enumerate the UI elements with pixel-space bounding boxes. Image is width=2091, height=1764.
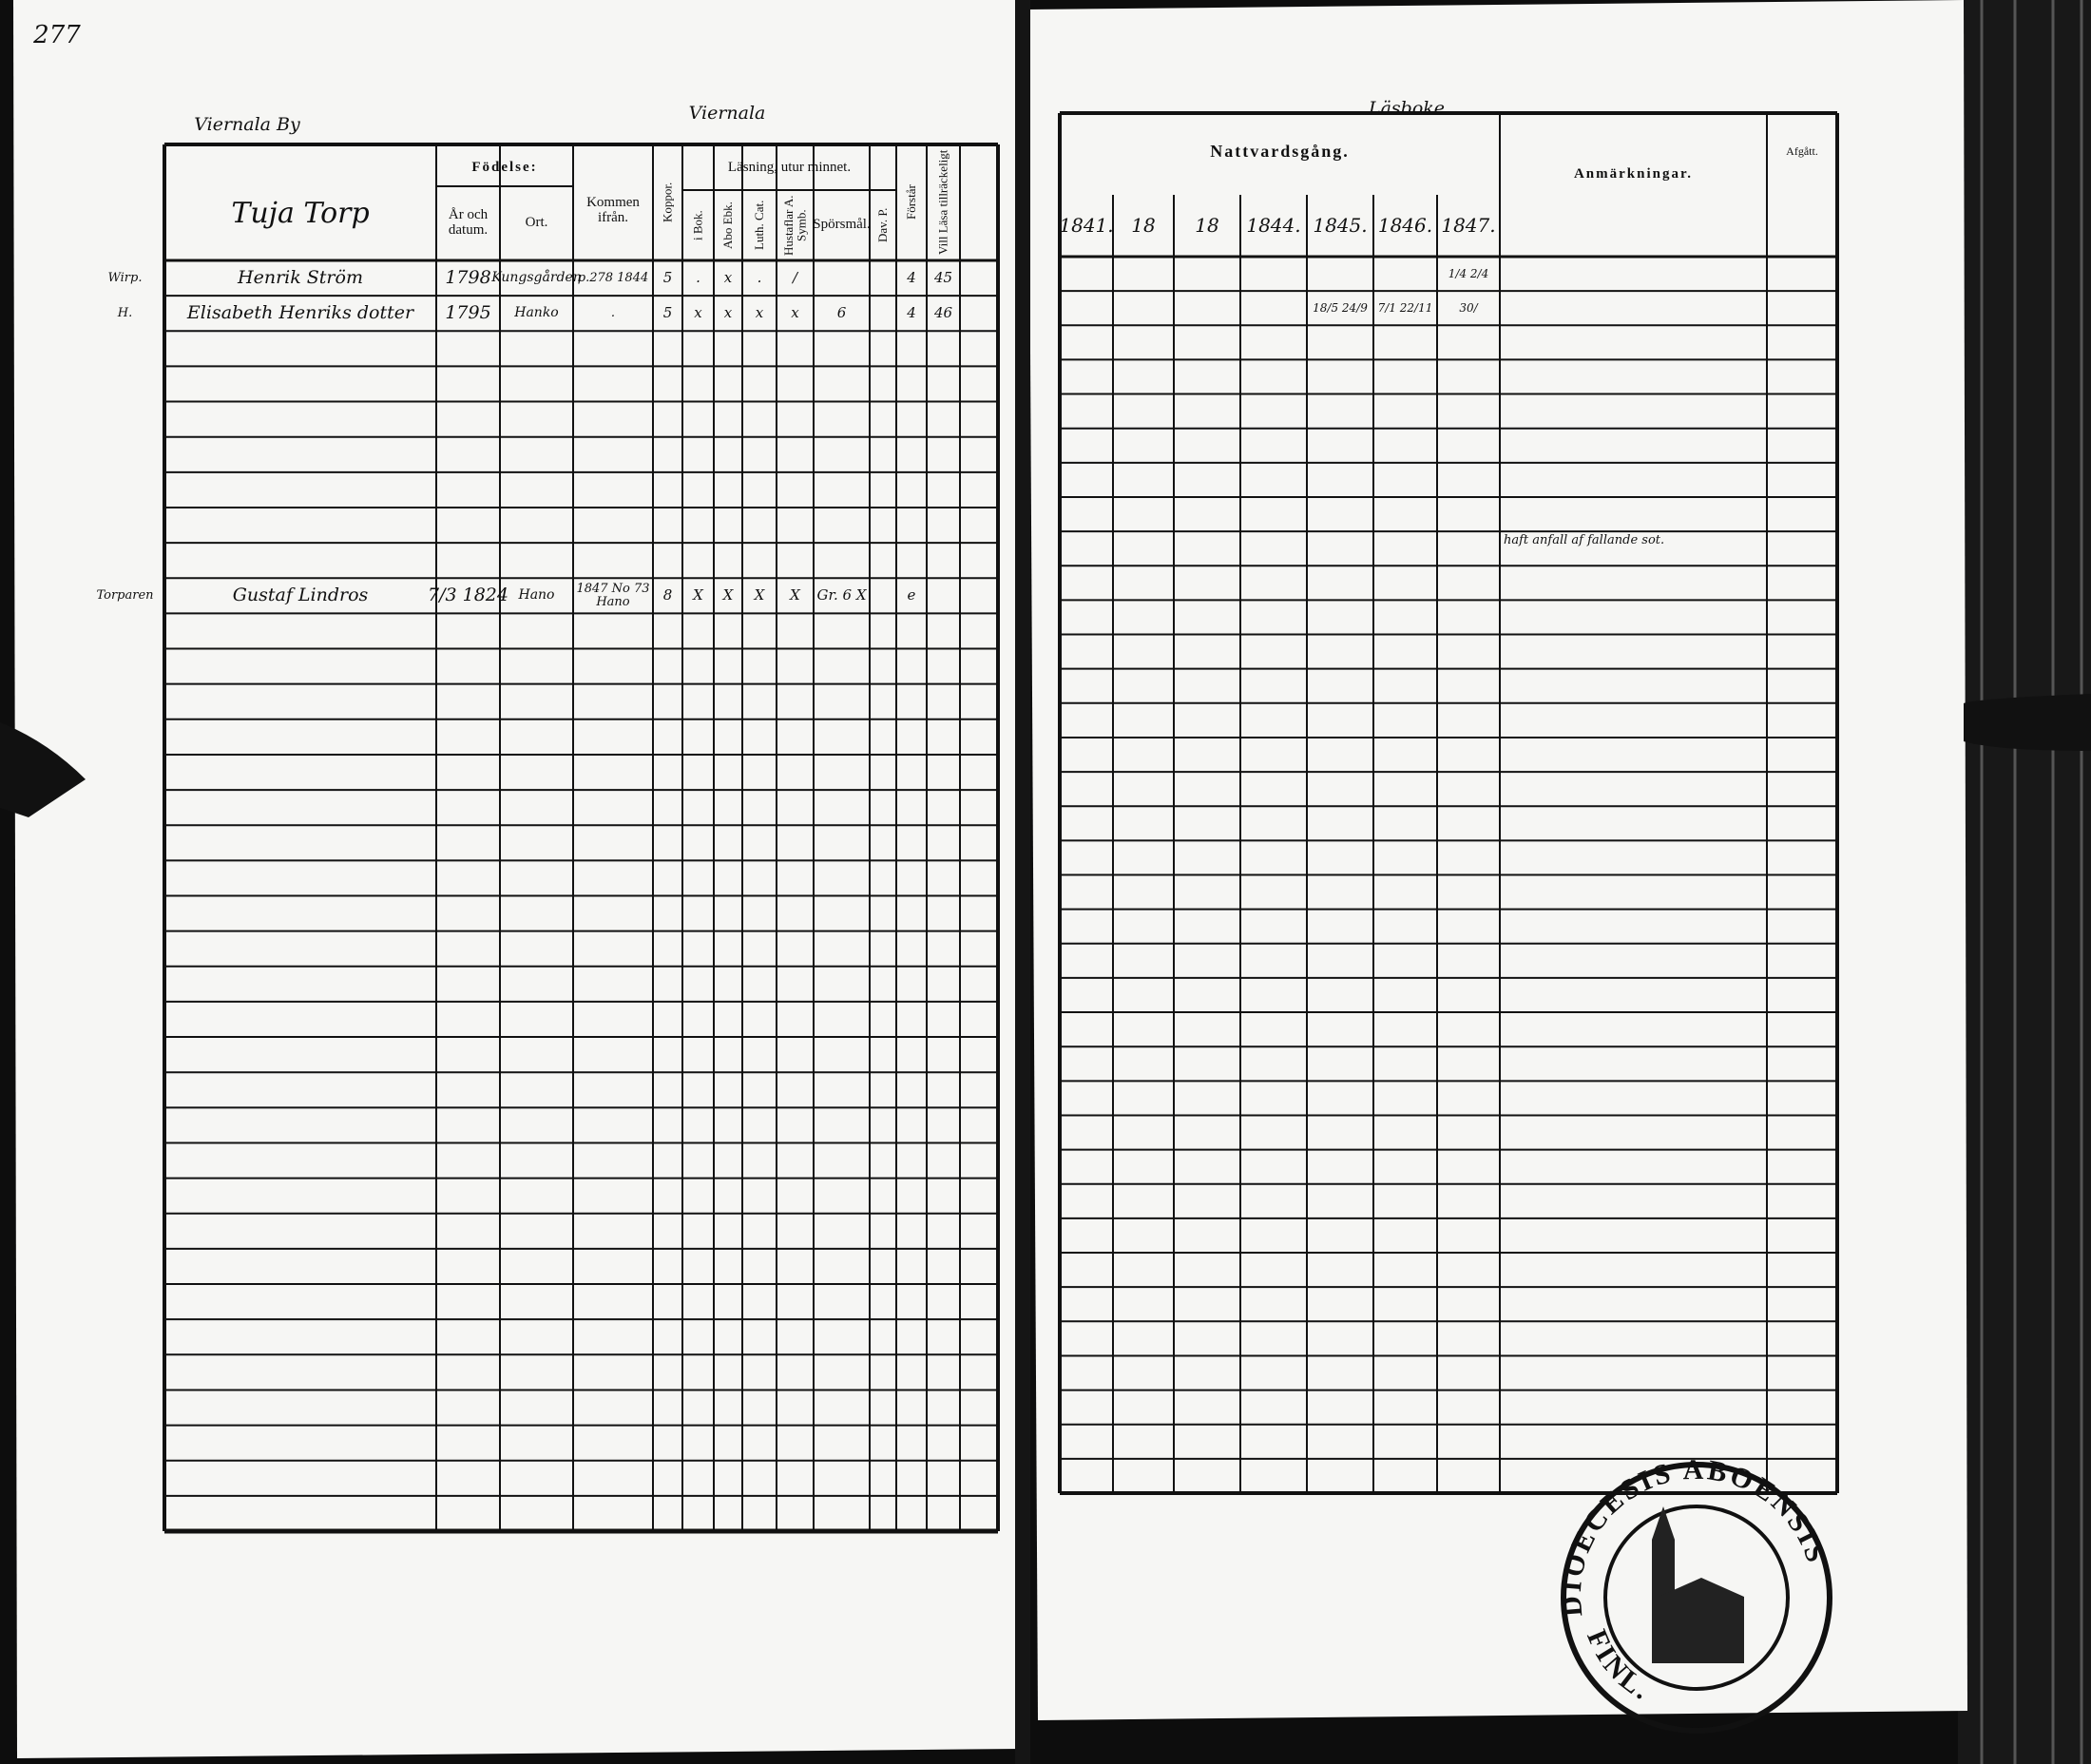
- village-name: Viernala By: [194, 114, 300, 136]
- entry-abo: X: [722, 585, 734, 604]
- entry-i-bok: X: [693, 585, 703, 604]
- margin-note: Wirp.: [107, 270, 143, 285]
- place-heading: Tuja Torp: [231, 197, 370, 231]
- header-label: Födelse:: [471, 160, 538, 176]
- header-label: i Bok.: [690, 210, 705, 240]
- header-label: Förstår: [904, 184, 919, 220]
- header-label: Nattvardsgång.: [1210, 141, 1350, 161]
- entry-hust: x: [791, 303, 799, 321]
- entry-luth: .: [757, 268, 762, 286]
- entry-hust: X: [790, 585, 800, 604]
- center-heading: Viernala: [688, 103, 766, 125]
- year-label: 1847.: [1441, 214, 1496, 237]
- entry-born: 1795: [445, 301, 491, 323]
- entry-koppor: 5: [662, 303, 673, 321]
- year-label: 1844.: [1246, 214, 1301, 237]
- year-label: 1846.: [1377, 214, 1433, 237]
- entry-hust: /: [792, 268, 798, 286]
- communion-date: 30/: [1459, 300, 1478, 315]
- gutter: [1015, 0, 1030, 1764]
- entry-born: 1798: [445, 266, 491, 288]
- year-label: 18: [1195, 214, 1219, 237]
- entry-luth: x: [755, 303, 764, 321]
- header-label: År och datum.: [448, 207, 489, 238]
- entry-from: p.278 1844: [577, 270, 649, 285]
- header-label: Dav. P.: [875, 207, 891, 243]
- entry-name: Henrik Ström: [238, 266, 363, 288]
- entry-i-bok: .: [696, 268, 700, 286]
- page-tab: [1964, 694, 2091, 751]
- header-label: Hustaflar A. Symb.: [780, 195, 809, 256]
- header-label: Luth. Cat.: [752, 200, 767, 251]
- entry-luth: X: [754, 585, 765, 604]
- page-number: 277: [33, 21, 81, 50]
- right-heading: Läsboke: [1368, 98, 1446, 120]
- entry-name: Elisabeth Henriks dotter: [186, 301, 414, 323]
- header-label: Anmärkningar.: [1573, 166, 1694, 182]
- header-label: Vill Läsa tillräckeligt: [935, 149, 950, 256]
- entry-born: 7/3 1824: [428, 584, 508, 605]
- entry-abo: x: [723, 268, 733, 286]
- entry-sporsmal: 6: [836, 303, 847, 321]
- edge-stripes: [1980, 0, 2083, 1764]
- entry-forstar: 4: [907, 268, 916, 286]
- right-page: [1028, 0, 1967, 1720]
- header-label: Koppor.: [660, 182, 675, 223]
- header-label: Kommen ifrån.: [586, 195, 640, 225]
- entry-koppor: 5: [662, 268, 673, 286]
- header-label: Spörsmål.: [813, 217, 871, 233]
- entry-vill: 45: [933, 268, 953, 286]
- header-label: Ort.: [525, 215, 548, 231]
- header-label: Afgått.: [1786, 144, 1818, 158]
- page-tab: [0, 722, 86, 817]
- year-label: 1845.: [1313, 214, 1368, 237]
- margin-note: Torparen: [96, 587, 154, 603]
- margin-note: H.: [117, 305, 133, 320]
- year-label: 18: [1131, 214, 1156, 237]
- entry-forstar: 4: [907, 303, 916, 321]
- entry-i-bok: x: [694, 303, 702, 321]
- entry-place: Kungsgården: [491, 270, 582, 286]
- stamp: [1561, 1462, 1832, 1734]
- communion-date: 18/5 24/9: [1313, 300, 1368, 315]
- entry-forstar: e: [907, 585, 916, 604]
- entry-from: 1847 No 73 Hano: [576, 582, 650, 609]
- entry-place: Hano: [518, 587, 555, 604]
- year-label: 1841.: [1059, 214, 1114, 237]
- entry-place: Hanko: [514, 305, 559, 321]
- entry-abo: x: [723, 303, 733, 321]
- entry-koppor: 8: [662, 585, 673, 604]
- header-label: Läsning, utur minnet.: [727, 160, 852, 176]
- background-edge: [1958, 0, 2091, 1764]
- entry-sporsmal: Gr. 6 X: [816, 585, 867, 604]
- entry-name: Gustaf Lindros: [232, 584, 369, 605]
- remark: haft anfall af fallande sot.: [1504, 533, 1665, 548]
- communion-date: 1/4 2/4: [1448, 266, 1489, 280]
- entry-from: .: [610, 305, 616, 320]
- communion-date: 7/1 22/11: [1377, 300, 1433, 315]
- header-label: Abo Ebk.: [720, 201, 736, 249]
- entry-vill: 46: [933, 303, 953, 321]
